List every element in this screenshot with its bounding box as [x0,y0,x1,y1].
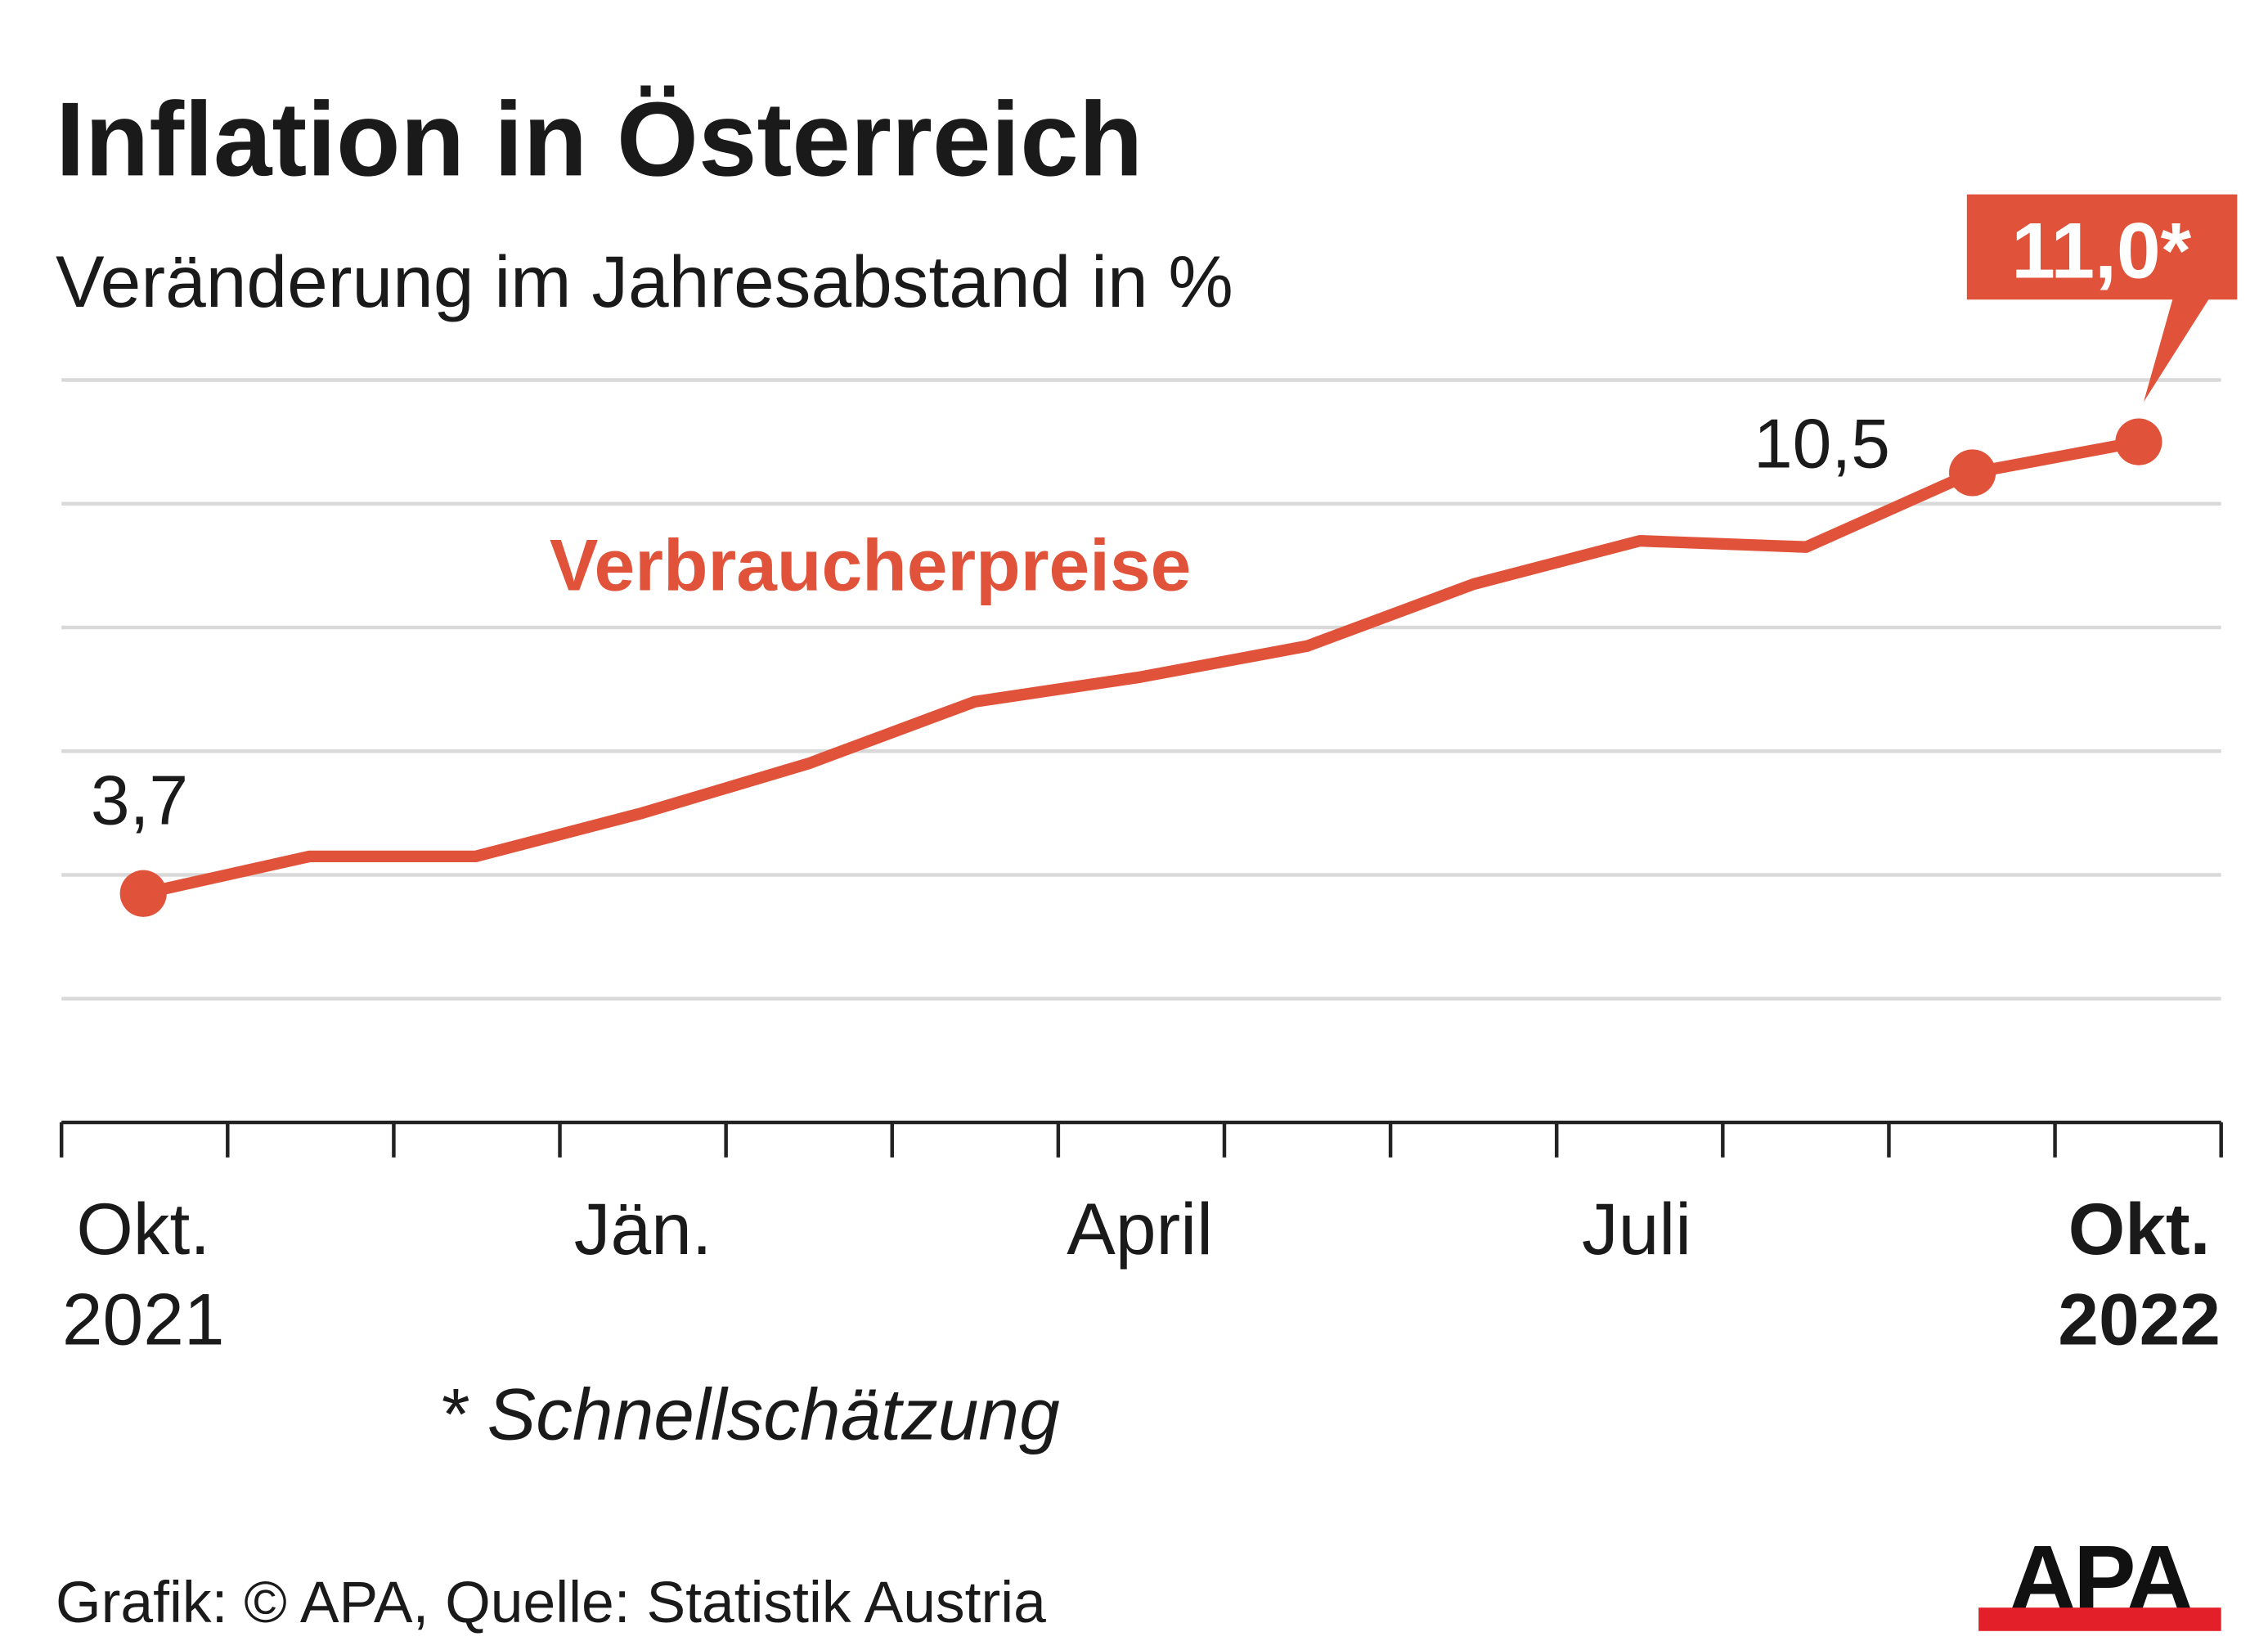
tick-label: April [1067,1188,1213,1270]
tick-label: Okt. [76,1188,210,1270]
tick-label: Juli [1582,1188,1691,1270]
data-label-last-callout: 11,0* [1966,194,2238,402]
data-point [1949,449,1996,497]
data-point [2115,418,2162,465]
apa-logo: APA [1978,1527,2221,1631]
source-credit: Grafik: © APA, Quelle: Statistik Austria [56,1570,1046,1635]
data-label-last: 11,0* [2011,207,2191,294]
data-label-sep: 10,5 [1754,405,1890,483]
data-point [119,870,167,917]
gridlines [61,378,2221,1001]
x-tick-labels: Okt. 2021 Jän. April Juli Okt. 2022 [62,1188,2221,1360]
series-polyline [141,436,2140,900]
series-line [119,418,2162,917]
x-axis [59,1120,2223,1158]
tick-label: 2022 [2058,1279,2221,1360]
tick-label: 2021 [62,1279,225,1360]
tick-label: Jän. [574,1188,712,1270]
chart-subtitle: Veränderung im Jahresabstand in % [56,241,1233,322]
footnote: * Schnellschätzung [438,1374,1060,1455]
data-label-first: 3,7 [91,762,188,840]
series-label: Verbraucherpreise [550,524,1191,606]
tick-label: Okt. [2068,1188,2211,1270]
chart-title: Inflation in Österreich [56,81,1143,198]
